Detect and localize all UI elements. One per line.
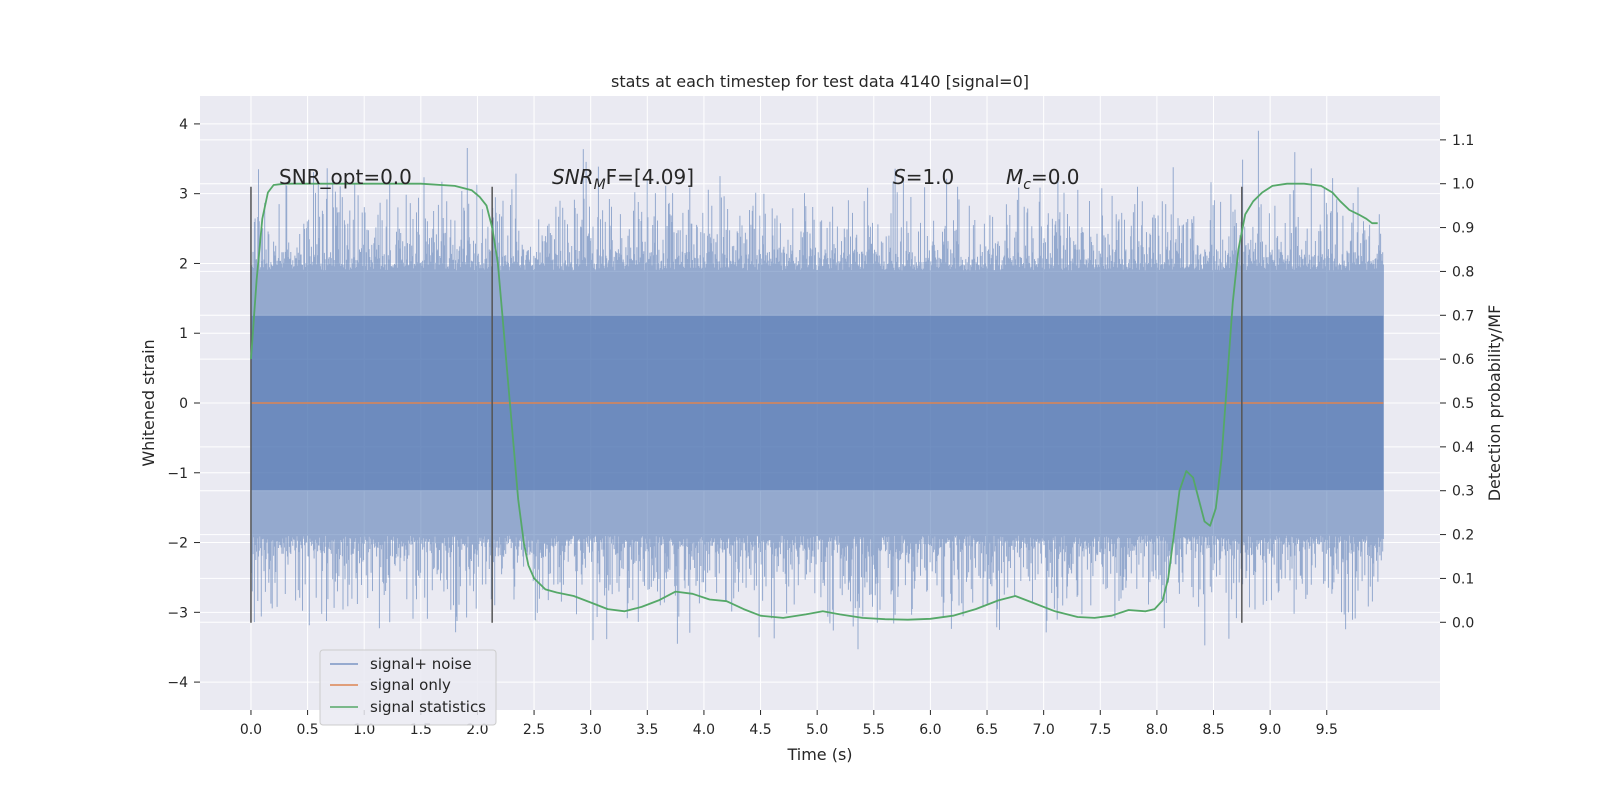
annotation-mc-symbol: M — [1006, 165, 1023, 189]
x-tick-label: 4.0 — [693, 722, 715, 738]
event-vertical-lines — [250, 186, 1243, 623]
left-y-tick-label: −4 — [167, 675, 188, 691]
left-y-tick-label: 0 — [179, 396, 188, 412]
legend-label-signal-statistics: signal statistics — [370, 698, 486, 716]
right-y-tick-label: 0.7 — [1452, 308, 1474, 324]
x-tick-label: 5.0 — [806, 722, 828, 738]
x-tick-label: 0.5 — [296, 722, 318, 738]
x-tick-label: 5.5 — [863, 722, 885, 738]
x-tick-label: 1.5 — [410, 722, 432, 738]
annotation-snr-mf-sub: M — [594, 177, 606, 193]
x-tick-label: 8.0 — [1146, 722, 1168, 738]
left-y-tick-label: 3 — [179, 187, 188, 203]
right-y-tick-label: 1.0 — [1452, 177, 1474, 193]
right-y-tick-label: 0.3 — [1452, 484, 1474, 500]
annotation-mc: Mc=0.0 — [1006, 165, 1080, 193]
left-y-tick-label: 4 — [179, 117, 188, 133]
annotation-s: S=1.0 — [893, 165, 954, 189]
right-y-axis-label: Detection probability/MF — [1485, 305, 1504, 502]
x-axis-ticks: 0.0 0.5 1.0 1.5 2.0 2.5 3.0 3.5 4.0 4.5 5.0 5.5 6.0 6… — [240, 710, 1338, 738]
right-y-tick-label: 0.9 — [1452, 221, 1474, 237]
annotation-snr-mf-tail: F=[4.09] — [606, 165, 694, 189]
annotation-mc-value: =0.0 — [1031, 165, 1080, 189]
right-y-axis-ticks: 0.0 0.1 0.2 0.3 0.4 0.5 0.6 0.7 0.8 0.9 1.0 1.1 — [1440, 133, 1474, 631]
annotation-s-symbol: S — [893, 165, 906, 189]
left-y-tick-label: −2 — [167, 536, 188, 552]
annotation-s-value: =1.0 — [906, 165, 955, 189]
signal-statistics-line — [250, 182, 1378, 621]
right-y-tick-label: 0.0 — [1452, 615, 1474, 631]
x-tick-label: 6.0 — [919, 722, 941, 738]
x-axis-label: Time (s) — [786, 745, 852, 764]
y-axis-label: Whitened strain — [139, 339, 158, 466]
right-y-tick-label: 0.1 — [1452, 571, 1474, 587]
x-tick-label: 6.5 — [976, 722, 998, 738]
legend: signal+ noise signal only signal statist… — [319, 649, 497, 726]
legend-label-signal-only: signal only — [370, 676, 451, 694]
x-tick-label: 3.0 — [580, 722, 602, 738]
x-tick-label: 7.0 — [1033, 722, 1055, 738]
right-y-tick-label: 1.1 — [1452, 133, 1474, 149]
x-tick-label: 2.5 — [523, 722, 545, 738]
signal-statistics-series — [250, 182, 1378, 621]
x-tick-label: 9.0 — [1259, 722, 1281, 738]
x-tick-label: 9.5 — [1316, 722, 1338, 738]
legend-box — [319, 649, 497, 726]
x-tick-label: 1.0 — [353, 722, 375, 738]
x-tick-label: 8.5 — [1202, 722, 1224, 738]
legend-label-signal-noise: signal+ noise — [370, 655, 472, 673]
right-y-tick-label: 0.6 — [1452, 352, 1474, 368]
right-y-tick-label: 0.4 — [1452, 440, 1474, 456]
left-y-tick-label: −1 — [167, 466, 188, 482]
right-y-tick-label: 0.5 — [1452, 396, 1474, 412]
left-y-tick-label: −3 — [167, 605, 188, 621]
x-tick-label: 7.5 — [1089, 722, 1111, 738]
x-tick-label: 0.0 — [240, 722, 262, 738]
x-tick-label: 3.5 — [636, 722, 658, 738]
annotation-snr-mf: SNRMF=[4.09] — [552, 165, 694, 193]
right-y-tick-label: 0.2 — [1452, 528, 1474, 544]
x-tick-label: 2.0 — [466, 722, 488, 738]
left-y-axis-ticks: −4 −3 −2 −1 0 1 2 3 4 — [167, 117, 200, 691]
left-y-tick-label: 2 — [179, 256, 188, 272]
annotation-mc-sub: c — [1023, 177, 1031, 193]
annotation-snr-opt: SNR_opt=0.0 — [279, 165, 412, 189]
right-y-tick-label: 0.8 — [1452, 264, 1474, 280]
annotations: SNR_opt=0.0 SNRMF=[4.09] S=1.0 Mc=0.0 — [279, 165, 1080, 193]
annotation-snr-mf-base: SNR — [552, 165, 594, 189]
x-tick-label: 4.5 — [749, 722, 771, 738]
left-y-tick-label: 1 — [179, 326, 188, 342]
chart-title: stats at each timestep for test data 414… — [611, 72, 1029, 91]
